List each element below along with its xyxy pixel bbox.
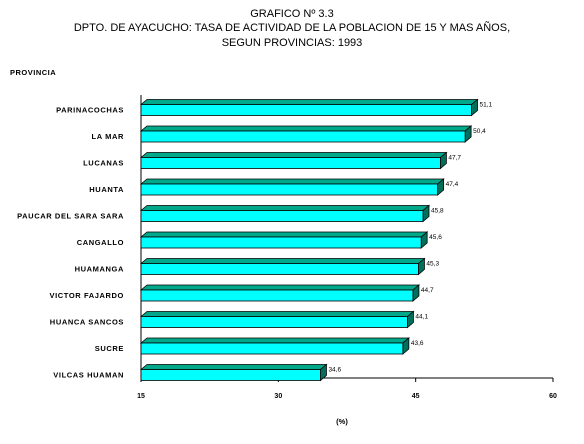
bar [140, 369, 321, 381]
data-label: 44,7 [421, 287, 434, 294]
bar [140, 157, 441, 169]
category-label: SUCRE [95, 344, 124, 353]
bar [140, 183, 439, 196]
data-label: 50,4 [473, 128, 486, 135]
bar [140, 316, 408, 328]
bar-group: 43,6 SUCRE [95, 337, 424, 355]
bar-top-face [139, 178, 445, 185]
category-label: LUCANAS [83, 159, 124, 168]
x-tick-label: 30 [274, 393, 282, 400]
data-label: 45,6 [429, 234, 442, 241]
category-label: VICTOR FAJARDO [49, 291, 124, 300]
bar-group: 47,7 LUCANAS [83, 151, 461, 170]
bar-top-face [139, 258, 426, 264]
category-label: HUAMANGA [75, 265, 124, 274]
chart-subtitle-2: SEGUN PROVINCIAS: 1993 [221, 37, 363, 49]
bar [140, 342, 404, 355]
category-label: PAUCAR DEL SARA SARA [17, 212, 124, 221]
bar-top-face [139, 311, 415, 317]
data-label: 51,1 [480, 102, 493, 109]
bar [140, 104, 472, 116]
x-tick-label: 60 [549, 393, 557, 400]
data-label: 34,6 [328, 367, 341, 374]
x-tick-label: 45 [412, 393, 420, 400]
bar-group: 44,7 VICTOR FAJARDO [49, 284, 434, 302]
y-axis-label: PROVINCIA [10, 68, 56, 77]
bar-group: 45,8 PAUCAR DEL SARA SARA [17, 204, 444, 223]
bar [140, 210, 424, 222]
category-label: VILCAS HUAMAN [53, 371, 124, 380]
category-label: HUANTA [89, 185, 124, 194]
bar [140, 130, 466, 143]
data-label: 47,4 [446, 181, 459, 188]
category-label: PARINACOCHAS [56, 106, 124, 115]
bar-group: 51,1 PARINACOCHAS [56, 98, 493, 117]
data-label: 47,7 [448, 155, 461, 162]
bar-group: 44,1 HUANCA SANCOS [50, 310, 428, 329]
bar-group: 34,6 VILCAS HUAMAN [53, 363, 341, 382]
bar-top-face [139, 364, 328, 370]
x-axis-label: (%) [336, 417, 348, 426]
bar-top-face [139, 152, 448, 158]
data-label: 45,8 [431, 208, 444, 215]
bar-top-face [139, 284, 421, 291]
chart-title: GRAFICO Nº 3.3 [250, 8, 334, 20]
category-label: LA MAR [92, 132, 124, 141]
bar-group: 45,3 HUAMANGA [75, 257, 439, 276]
x-tick-label: 15 [137, 393, 145, 400]
bar-top-face [139, 231, 429, 238]
data-label: 45,3 [426, 261, 439, 268]
bar [140, 236, 422, 249]
bar-top-face [139, 205, 431, 211]
category-label: CANGALLO [77, 238, 124, 247]
bar [140, 263, 419, 275]
bar-top-face [139, 99, 479, 105]
bar-top-face [139, 337, 410, 344]
chart-subtitle: DPTO. DE AYACUCHO: TASA DE ACTIVIDAD DE … [73, 22, 511, 34]
data-label: 44,1 [415, 314, 428, 321]
bar-top-face [139, 125, 473, 132]
bar [140, 289, 414, 302]
bar-group: 47,4 HUANTA [89, 178, 459, 196]
bar-group: 50,4 LA MAR [92, 125, 486, 143]
bar-group: 45,6 CANGALLO [77, 231, 442, 249]
data-label: 43,6 [411, 340, 424, 347]
category-label: HUANCA SANCOS [50, 318, 124, 327]
